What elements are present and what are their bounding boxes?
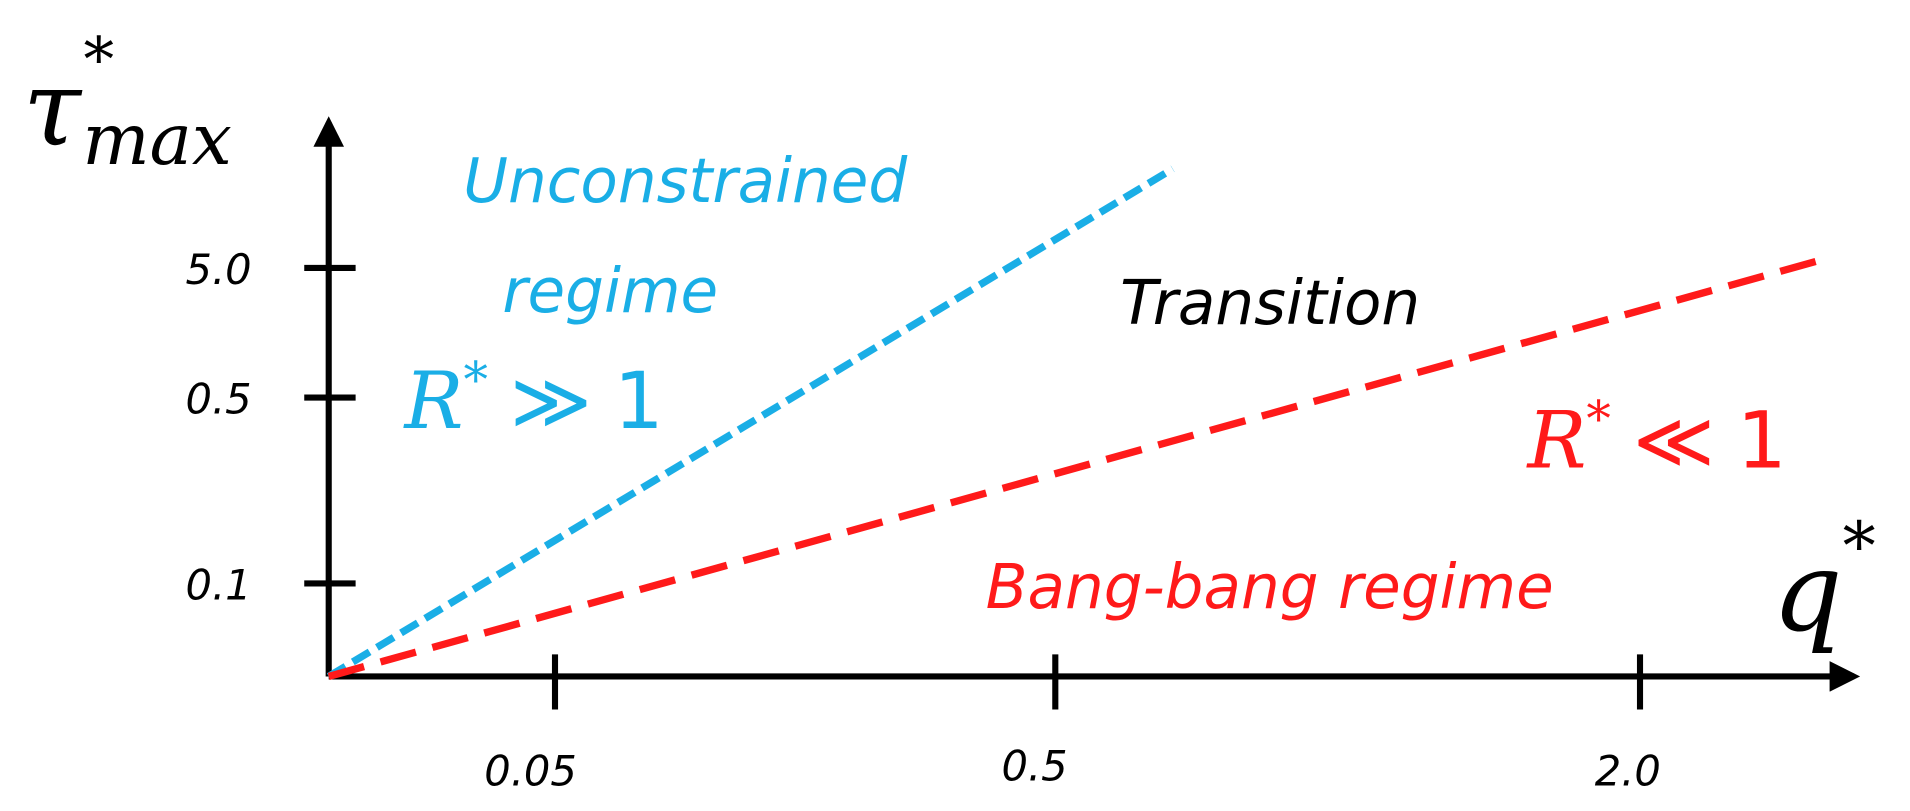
relation: ≪ (1633, 395, 1715, 486)
region-condition: R* ≪ 1 (1525, 390, 1786, 486)
relation: ≫ (510, 356, 592, 447)
x-tick-label: 0.05 (484, 746, 577, 795)
x-axis-label: q* (1772, 508, 1875, 656)
unconstrained-boundary (326, 165, 1175, 680)
y-axis-label: τ* max (23, 25, 232, 181)
region-title: Unconstrained (463, 146, 908, 217)
region-condition: R* ≫ 1 (403, 351, 664, 447)
superscript: * (1843, 508, 1876, 585)
symbol: R (1525, 395, 1586, 486)
subscript: max (82, 98, 232, 181)
symbol: q (1772, 528, 1842, 656)
y-tick-label: 0.1 (186, 560, 252, 609)
region-title: Bang-bang regime (986, 552, 1554, 623)
symbol: τ (23, 46, 83, 169)
superscript: * (463, 351, 487, 408)
region-title: Transition (1120, 268, 1420, 339)
value: 1 (1737, 395, 1787, 486)
y-tick-label: 5.0 (186, 245, 252, 294)
ticks (304, 264, 1644, 710)
value: 1 (614, 356, 664, 447)
symbol: R (403, 356, 464, 447)
bang-bang-boundary (327, 255, 1825, 680)
superscript: * (1586, 390, 1610, 447)
region-subtitle: regime (502, 256, 718, 327)
superscript: * (84, 25, 115, 96)
x-tick-label: 0.5 (1001, 741, 1067, 790)
x-tick-label: 2.0 (1595, 746, 1661, 795)
y-tick-label: 0.5 (186, 374, 252, 423)
